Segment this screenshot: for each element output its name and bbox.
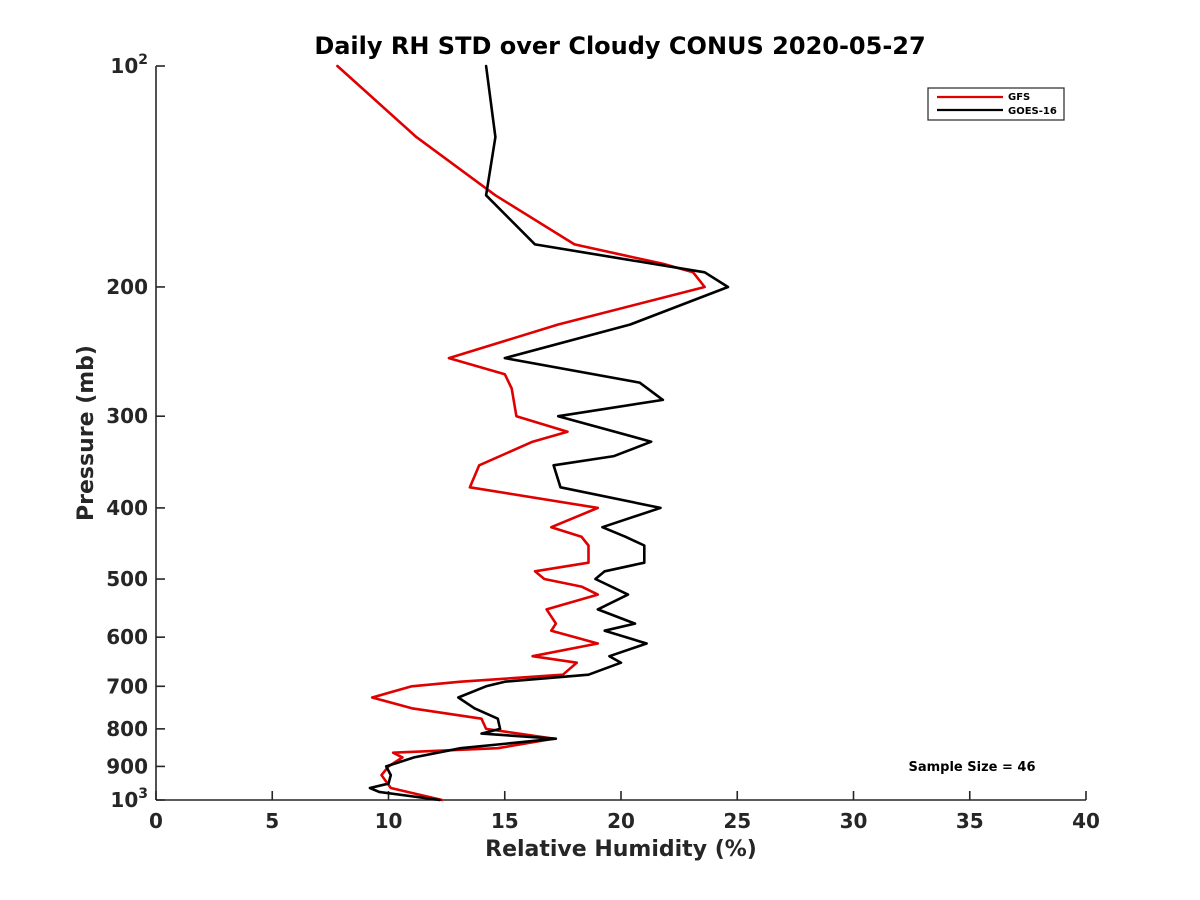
legend: GFS GOES-16 — [927, 87, 1065, 121]
x-ticks: 0 5 10 15 20 25 30 35 40 — [149, 791, 1100, 833]
legend-box — [927, 87, 1065, 121]
x-tick-label: 15 — [491, 809, 519, 833]
y-tick-label: 900 — [106, 754, 148, 778]
legend-label-goes16: GOES-16 — [1008, 106, 1057, 117]
y-tick-label: 200 — [106, 275, 148, 299]
x-tick-label: 25 — [723, 809, 751, 833]
x-axis-label: Relative Humidity (%) — [485, 837, 757, 862]
y-tick-label: 300 — [106, 404, 148, 428]
legend-label-gfs: GFS — [1008, 92, 1030, 103]
x-tick-label: 30 — [840, 809, 868, 833]
x-tick-label: 5 — [265, 809, 279, 833]
chart-title: Daily RH STD over Cloudy CONUS 2020-05-2… — [314, 32, 925, 60]
y-tick-label: 800 — [106, 717, 148, 741]
y-ticks: 102 200 300 400 500 600 700 800 900 103 — [106, 52, 165, 812]
x-tick-label: 10 — [375, 809, 403, 833]
y-tick-label: 102 — [110, 52, 148, 78]
y-tick-label: 500 — [106, 567, 148, 591]
y-tick-label: 700 — [106, 674, 148, 698]
series-line-goes16 — [368, 64, 730, 802]
series-layer — [336, 64, 730, 802]
y-tick-label: 103 — [110, 786, 148, 812]
x-tick-label: 20 — [607, 809, 635, 833]
x-tick-label: 35 — [956, 809, 984, 833]
x-tick-label: 0 — [149, 809, 163, 833]
y-tick-label: 600 — [106, 625, 148, 649]
y-tick-label: 400 — [106, 496, 148, 520]
y-axis-label: Pressure (mb) — [74, 345, 99, 521]
series-line-gfs — [336, 64, 707, 802]
x-tick-label: 40 — [1072, 809, 1100, 833]
sample-size-annotation: Sample Size = 46 — [908, 760, 1035, 775]
